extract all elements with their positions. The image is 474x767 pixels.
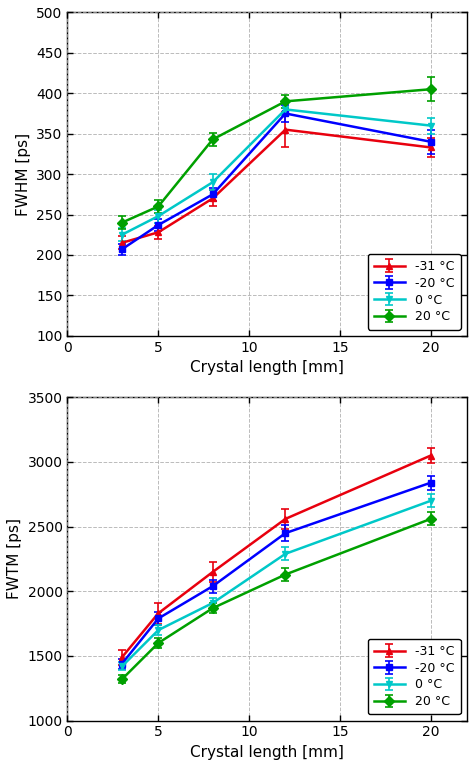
Y-axis label: FWTM [ps]: FWTM [ps] bbox=[7, 518, 22, 600]
X-axis label: Crystal length [mm]: Crystal length [mm] bbox=[191, 745, 344, 760]
X-axis label: Crystal length [mm]: Crystal length [mm] bbox=[191, 360, 344, 375]
Legend: -31 °C, -20 °C, 0 °C, 20 °C: -31 °C, -20 °C, 0 °C, 20 °C bbox=[367, 639, 461, 714]
Legend: -31 °C, -20 °C, 0 °C, 20 °C: -31 °C, -20 °C, 0 °C, 20 °C bbox=[367, 254, 461, 330]
Y-axis label: FWHM [ps]: FWHM [ps] bbox=[16, 133, 31, 216]
